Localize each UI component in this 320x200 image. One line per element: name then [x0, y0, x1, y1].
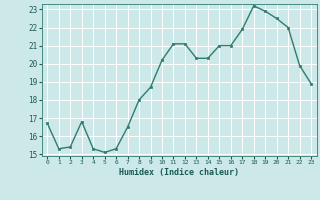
X-axis label: Humidex (Indice chaleur): Humidex (Indice chaleur) — [119, 168, 239, 177]
